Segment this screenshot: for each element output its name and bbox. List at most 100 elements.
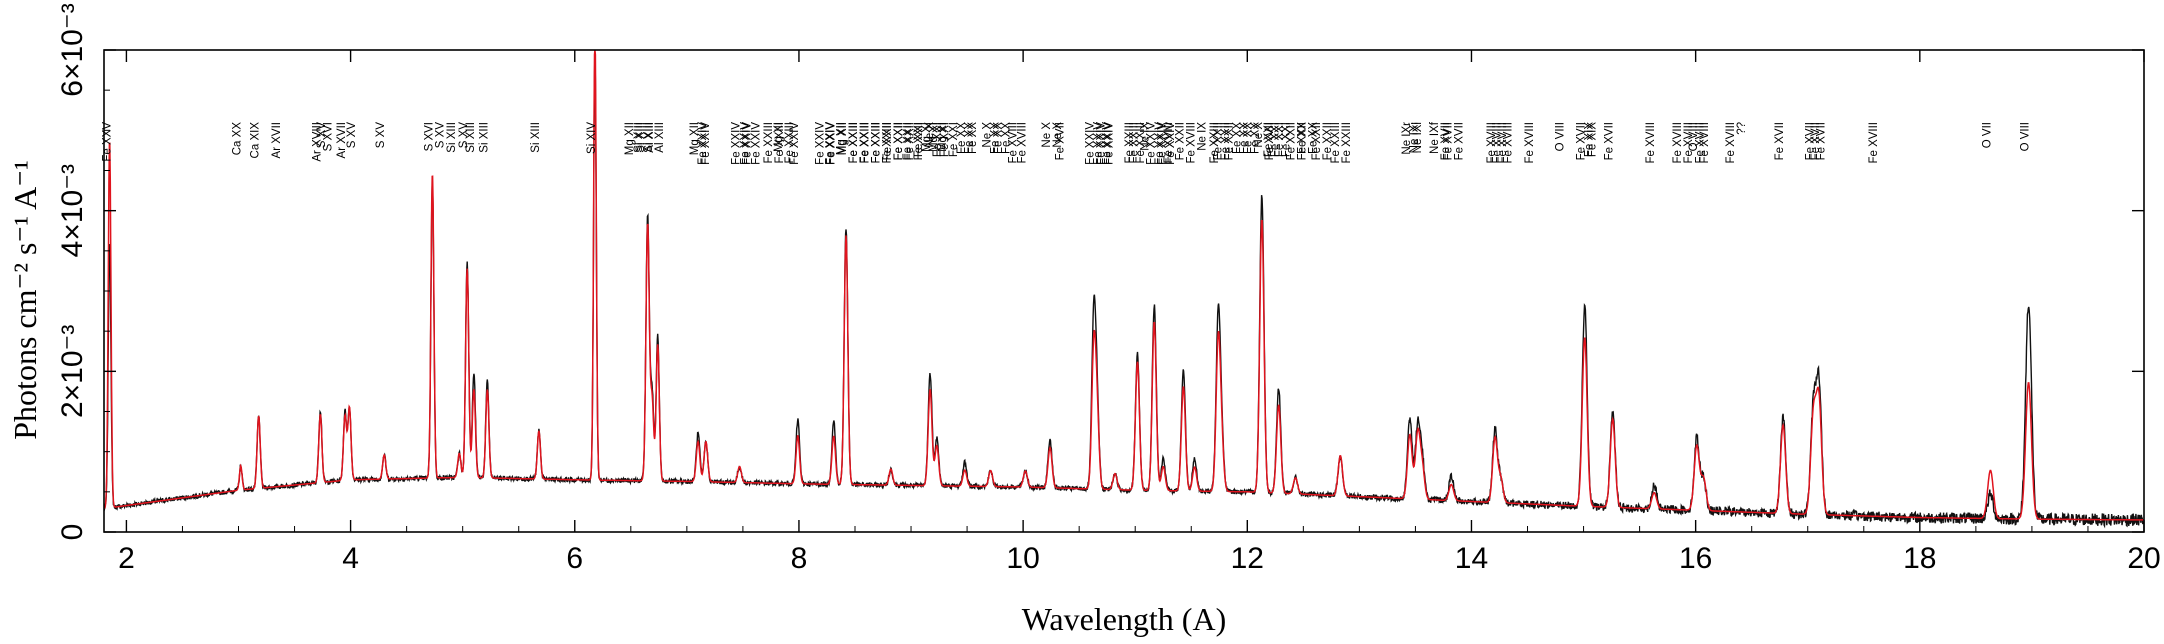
plot-area (104, 50, 2144, 529)
line-id-label: Fe XXII (904, 122, 916, 160)
x-tick-label: 4 (342, 542, 359, 575)
line-id-label: Fe XXII (882, 122, 894, 160)
y-tick-label: 6×10⁻³ (56, 3, 89, 96)
line-id-label: Fe XVIII (1503, 122, 1515, 164)
line-id-label: Si XIII (635, 122, 647, 153)
x-axis: 2 4 6 8 10 12 14 16 18 20 (118, 50, 2161, 575)
line-id-label: Fe XXII (1322, 122, 1334, 160)
line-id-label: ?? (1736, 122, 1748, 135)
line-id-label: Fe XVIII (1492, 122, 1504, 164)
line-id-label: Ca XX (232, 122, 244, 156)
line-id-label: Si XIII (446, 122, 458, 153)
line-id-label: Fe XXIII (774, 122, 786, 164)
line-id-label: Fe XVIII (1486, 122, 1498, 164)
line-id-label: Fe XVIII (1186, 122, 1198, 164)
line-id-label: Fe XVII (1815, 122, 1827, 160)
line-id-label: S XV (316, 122, 328, 149)
line-id-label: Fe XVIII (1868, 122, 1880, 164)
line-id-label: Al XIII (644, 122, 656, 153)
y-tick-label: 0 (56, 524, 89, 541)
line-id-label: Si XIII (465, 122, 477, 153)
line-id-label: Fe XXIII (1129, 122, 1141, 164)
line-id-label: Fe XXIV (1145, 122, 1157, 165)
line-id-label: Fe XVII (1604, 122, 1616, 160)
line-id-label: Fe XXIII (1330, 122, 1342, 164)
line-id-label: O VIII (1554, 122, 1566, 151)
line-id-label: Al XIII (654, 122, 666, 153)
line-id-label: Fe XXIV (1096, 122, 1108, 165)
line-id-label: Fe XX (1243, 122, 1255, 154)
line-id-label: Ar XVII (271, 122, 283, 158)
line-id-label: Fe XVII (1453, 122, 1465, 160)
line-id-label: Fe XVIII (1163, 122, 1175, 164)
line-id-label: Fe XXIII (1124, 122, 1136, 164)
line-id-label: Fe XVIII (1016, 122, 1028, 164)
line-id-label: Fe XXI (913, 122, 925, 157)
line-id-label: O VIII (2020, 122, 2032, 151)
line-id-label: S XVI (322, 122, 334, 151)
line-id-label: Ca XIX (250, 122, 262, 159)
line-id-label: Ne IXi (1412, 122, 1424, 153)
line-id-label: Fe XVIII (1524, 122, 1536, 164)
line-id-label: Ar XVII (336, 122, 348, 158)
line-id-label: Mg XI (921, 122, 933, 152)
line-id-label: Mg XI (937, 122, 949, 152)
line-id-label: S XV (435, 122, 447, 149)
line-id-label: Fe XXIV (1165, 122, 1177, 165)
line-id-label: Si XIV (586, 122, 598, 154)
line-id-label: Fe XXIII (763, 122, 775, 164)
line-id-label: Mg XI (928, 122, 940, 152)
line-id-label: Si XIII (643, 122, 655, 153)
line-id-label: Fe XX (1238, 122, 1250, 154)
line-id-label: Ne IXr (1401, 122, 1413, 155)
line-id-label: Fe XVIII (1497, 122, 1509, 164)
x-tick-label: 16 (1679, 542, 1712, 575)
line-id-label: Fe XXIV (789, 122, 801, 165)
line-id-label: Fe XVII (1774, 122, 1786, 160)
line-id-label: Si XIII (478, 122, 490, 153)
line-id-label: Ne IX (1140, 122, 1152, 151)
line-id-label: Fe XX (967, 122, 979, 154)
line-id-label: Fe XXIV (742, 122, 754, 165)
line-id-label: Fe XVII (1804, 122, 1816, 160)
line-id-label: Fe XXII (1224, 122, 1236, 160)
line-id-label: Fe XXIV (1102, 122, 1114, 165)
y-axis: 0 2×10⁻³ 4×10⁻³ 6×10⁻³ (56, 3, 2144, 540)
x-axis-title: Wavelength (A) (1022, 601, 1226, 637)
line-id-label: Fe XX (990, 122, 1002, 154)
line-id-label: Fe XXIII (848, 122, 860, 164)
line-id-label: Fe XXI (948, 122, 960, 157)
line-id-label: Mg XII (837, 122, 849, 155)
x-tick-label: 18 (1903, 542, 1936, 575)
line-id-label: Fe XX (993, 122, 1005, 154)
line-id-label: Fe XVIII (1007, 122, 1019, 164)
line-id-label: Ne X (1253, 122, 1265, 148)
line-id-label: Fe XXIII (871, 122, 883, 164)
x-tick-label: 14 (1455, 542, 1488, 575)
line-id-label: Fe XVIII (1672, 122, 1684, 164)
line-id-label: S XV (346, 122, 358, 149)
x-tick-label: 2 (118, 542, 135, 575)
line-id-label: O VIII (1688, 122, 1700, 151)
x-tick-label: 20 (2127, 542, 2160, 575)
line-id-label: Fe XVIII (1645, 122, 1657, 164)
line-id-label: Fe XXII (913, 122, 925, 160)
line-id-label: Fe XXII (1311, 122, 1323, 160)
line-id-label: Fe XXIII (859, 122, 871, 164)
line-id-label: Ne X (1041, 122, 1053, 148)
line-id-label: Fe XXIII (882, 122, 894, 164)
line-id-label: Fe XXIV (825, 122, 837, 165)
series-model-line (104, 50, 2144, 521)
line-id-label: Fe XXIV (731, 122, 743, 165)
y-tick-label: 2×10⁻³ (56, 325, 89, 418)
line-id-label: Fe XXIII (1341, 122, 1353, 164)
line-id-label: Ne X (982, 122, 994, 148)
line-id-label: Fe XIX (1584, 122, 1596, 157)
line-id-label: Fe XVII (1264, 122, 1276, 160)
line-id-label: Fe XXII (893, 122, 905, 160)
line-id-label: Fe XXII (902, 122, 914, 160)
line-id-label: Ne X (924, 122, 936, 148)
line-id-label: Fe XVII (1440, 122, 1452, 160)
